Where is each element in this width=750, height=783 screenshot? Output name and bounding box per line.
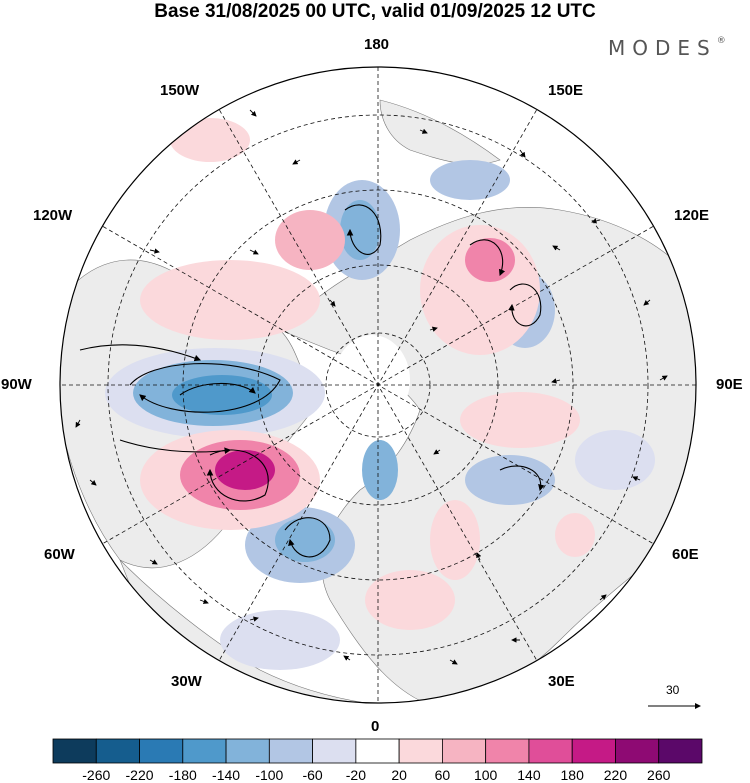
lon-label-180: 180	[364, 36, 390, 53]
colorbar-tick-label: 220	[603, 767, 628, 783]
wind-arrows	[75, 109, 668, 665]
anomaly-high-35e	[430, 500, 480, 580]
colorbar-tick-label: -20	[345, 767, 366, 783]
lon-label-120e: 120E	[674, 207, 710, 224]
lon-label-120w: 120W	[33, 207, 73, 224]
anomaly-low-20w	[362, 440, 398, 500]
colorbar-tick-label: -180	[168, 767, 197, 783]
colorbar-tick-label: 60	[434, 767, 451, 783]
colorbar-swatch	[571, 738, 616, 764]
brand-logo: MODES®	[608, 36, 726, 60]
colorbar-tick-label: 100	[473, 767, 498, 783]
brand-name: MODES	[608, 36, 717, 60]
colorbar-tick-label: -140	[212, 767, 241, 783]
colorbar-tick-label: 260	[647, 767, 671, 783]
lon-label-0: 0	[371, 718, 380, 735]
anomaly-high-50e	[555, 513, 595, 557]
anomaly-high-150w	[275, 210, 345, 270]
anomaly-low-75e	[575, 430, 655, 490]
colorbar-tick-label: 140	[517, 767, 541, 783]
map-title: Base 31/08/2025 00 UTC, valid 01/09/2025…	[154, 1, 596, 22]
map-boundary	[59, 66, 697, 704]
colorbar-swatch	[139, 738, 184, 764]
lon-label-90w: 90W	[1, 376, 32, 393]
lon-label-150e: 150E	[548, 82, 584, 99]
anomaly-low-60e	[465, 455, 555, 505]
anomaly-high-110w	[140, 260, 320, 340]
graticule	[60, 67, 696, 703]
lon-label-30e: 30E	[548, 673, 575, 690]
anomaly-high-130e-core	[465, 238, 515, 282]
colorbar-swatch	[355, 738, 400, 764]
colorbar	[52, 738, 703, 764]
anomaly-low-160e	[430, 160, 510, 200]
colorbar-tick-label: -100	[255, 767, 284, 783]
colorbar-swatch	[398, 738, 443, 764]
anomaly-low-90w-core	[172, 375, 272, 415]
colorbar-swatch	[268, 738, 314, 764]
colorbar-swatch	[182, 738, 227, 764]
colorbar-tick-label: 20	[391, 767, 407, 783]
colorbar-swatch	[485, 738, 530, 764]
colorbar-swatch	[615, 738, 660, 764]
lon-label-30w: 30W	[171, 673, 202, 690]
brand-mark: ®	[716, 36, 726, 46]
colorbar-swatch	[441, 738, 487, 764]
anomaly-high-15e	[365, 570, 455, 630]
colorbar-swatch	[312, 738, 357, 764]
colorbar-tick-label: 180	[560, 767, 584, 783]
polar-cap	[334, 335, 410, 425]
lon-label-60e: 60E	[672, 546, 699, 563]
colorbar-swatch	[225, 738, 270, 764]
anomaly-high-140w	[170, 118, 250, 162]
colorbar-swatch	[52, 738, 97, 764]
lon-label-60w: 60W	[44, 546, 75, 563]
colorbar-swatch	[95, 738, 140, 764]
anomaly-low-30w	[220, 610, 340, 670]
colorbar-swatch	[528, 738, 573, 764]
anomaly-low-45w-core	[275, 518, 335, 562]
colorbar-swatch	[658, 738, 703, 764]
reference-vector-label: 30	[666, 683, 680, 697]
flow-lines	[79, 204, 545, 558]
anomaly-high-80e	[460, 392, 580, 448]
colorbar-tick-label: -260	[82, 767, 111, 783]
colorbar-tick-label: -220	[125, 767, 154, 783]
anomaly-low-170w-core	[340, 200, 380, 260]
lon-label-90e: 90E	[716, 376, 743, 393]
positive-anomalies	[140, 118, 595, 630]
lon-label-150w: 150W	[160, 82, 200, 99]
colorbar-tick-label: -60	[302, 767, 323, 783]
